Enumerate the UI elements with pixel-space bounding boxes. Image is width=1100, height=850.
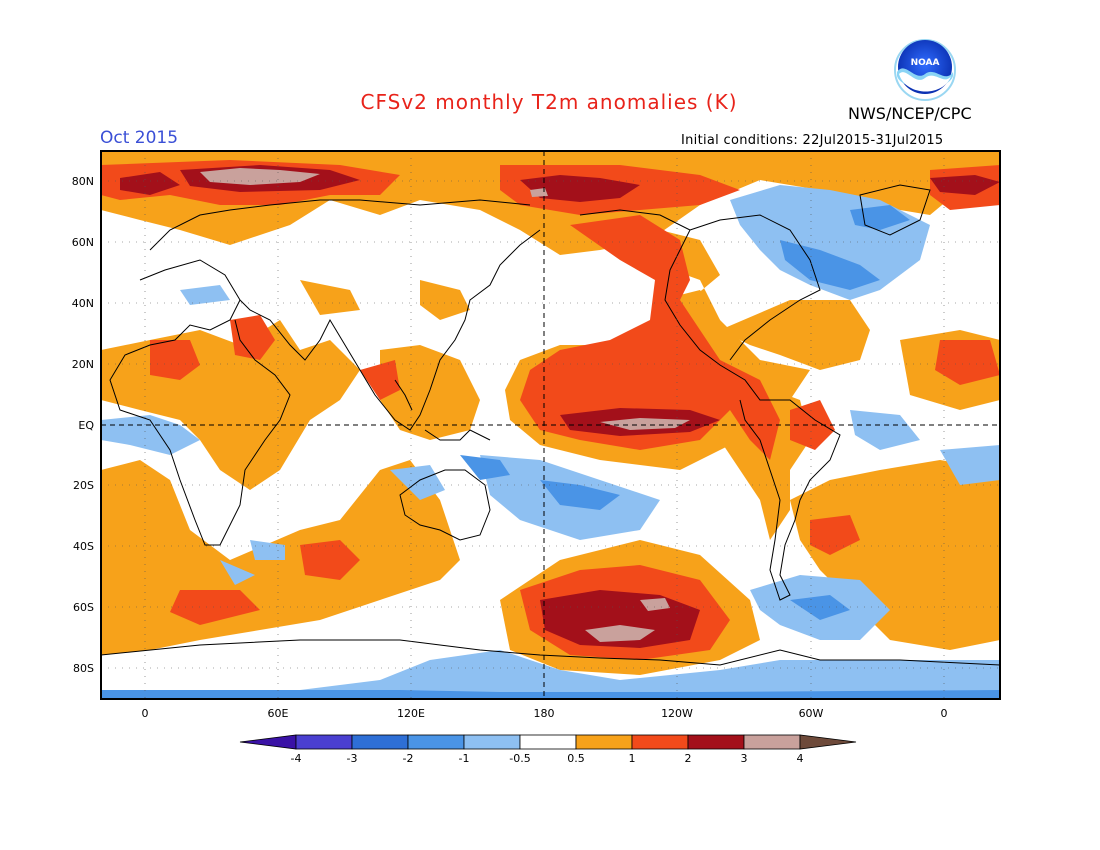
colorbar-box xyxy=(295,734,353,750)
colorbar-tick-label: -1 xyxy=(459,752,470,765)
agency-label: NWS/NCEP/CPC xyxy=(848,104,972,123)
lat-label: 20N xyxy=(72,358,94,371)
colorbar-box xyxy=(575,734,633,750)
lon-label: 180 xyxy=(534,707,555,720)
lon-label: 120E xyxy=(397,707,425,720)
colorbar-tick-label: -3 xyxy=(347,752,358,765)
initial-conditions: Initial conditions: 22Jul2015-31Jul2015 xyxy=(681,133,944,148)
map-frame xyxy=(100,150,1001,700)
colorbar-tick-label: 0.5 xyxy=(567,752,585,765)
lat-labels: 80N 60N 40N 20N EQ 20S 40S 60S 80S xyxy=(72,175,95,675)
map-area xyxy=(101,151,1000,699)
noaa-logo: NOAA xyxy=(894,39,956,101)
colorbar-arrow-high xyxy=(799,734,857,750)
forecast-month: Oct 2015 xyxy=(100,128,179,148)
colorbar-tick-label: 2 xyxy=(685,752,692,765)
colorbar-tick-label: -2 xyxy=(403,752,414,765)
logo-text: NOAA xyxy=(911,58,940,68)
colorbar-tick-label: 1 xyxy=(629,752,636,765)
coastlines xyxy=(101,184,1000,666)
colorbar-box xyxy=(743,734,801,750)
lon-labels: 0 60E 120E 180 120W 60W 0 xyxy=(142,707,948,720)
colorbar-box xyxy=(351,734,409,750)
lon-label: 0 xyxy=(941,707,948,720)
lat-label: EQ xyxy=(78,419,94,432)
lon-label: 120W xyxy=(661,707,693,720)
lat-label: 40S xyxy=(73,540,94,553)
colorbar-box xyxy=(407,734,465,750)
colorbar-box xyxy=(519,734,577,750)
colorbar-tick-label: 4 xyxy=(797,752,804,765)
colorbar-box xyxy=(687,734,745,750)
lat-label: 80N xyxy=(72,175,94,188)
lat-label: 60S xyxy=(73,601,94,614)
lat-label: 40N xyxy=(72,297,94,310)
lat-label: 60N xyxy=(72,236,94,249)
colorbar-box xyxy=(463,734,521,750)
lat-label: 80S xyxy=(73,662,94,675)
colorbar-arrow-low xyxy=(239,734,297,750)
lat-label: 20S xyxy=(73,479,94,492)
gridlines xyxy=(101,151,1000,699)
lon-label: 60E xyxy=(268,707,289,720)
colorbar-tick-label: -4 xyxy=(291,752,302,765)
colorbar-tick-label: 3 xyxy=(741,752,748,765)
colorbar-box xyxy=(631,734,689,750)
lon-label: 60W xyxy=(799,707,824,720)
lon-label: 0 xyxy=(142,707,149,720)
colorbar: -4 -3 -2 -1 -0.5 0.5 1 2 3 4 xyxy=(239,734,857,765)
chart-title: CFSv2 monthly T2m anomalies (K) xyxy=(360,90,738,114)
colorbar-tick-label: -0.5 xyxy=(509,752,530,765)
